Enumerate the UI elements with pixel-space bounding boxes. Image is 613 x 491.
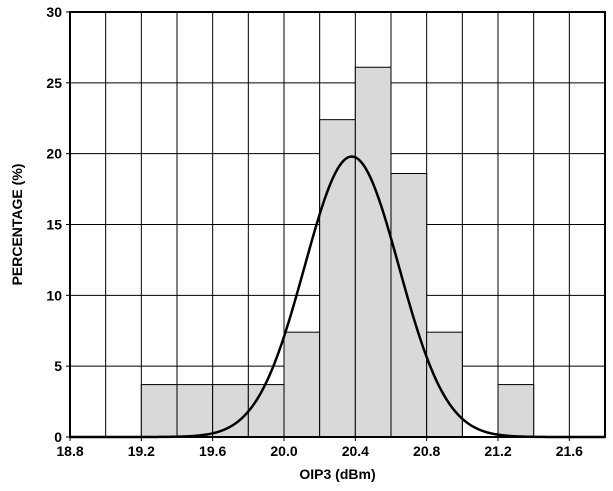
y-axis-tick-labels: 0 5 10 15 20 25 30 <box>46 4 70 445</box>
x-tick-label: 20.4 <box>342 443 369 459</box>
x-axis-title: OIP3 (dBm) <box>299 466 375 482</box>
histogram-bar <box>319 119 356 438</box>
x-tick-label: 20.8 <box>413 443 440 459</box>
x-tick-label: 18.8 <box>56 443 83 459</box>
x-tick-label: 19.6 <box>199 443 226 459</box>
y-tick-label: 25 <box>46 75 62 91</box>
y-axis-title: PERCENTAGE (%) <box>9 164 25 286</box>
y-tick-label: 20 <box>46 146 62 162</box>
histogram-bar <box>176 384 214 438</box>
y-tick-label: 0 <box>54 429 62 445</box>
y-tick-label: 10 <box>46 287 62 303</box>
x-tick-label: 20.0 <box>270 443 297 459</box>
histogram-bar <box>140 384 178 438</box>
histogram-bar <box>426 331 463 438</box>
y-tick-label: 5 <box>54 358 62 374</box>
x-axis-tick-labels: 18.8 19.2 19.6 20.0 20.4 20.8 21.2 21.6 <box>56 437 583 459</box>
x-tick-label: 21.6 <box>556 443 583 459</box>
histogram-bar <box>497 384 535 438</box>
y-tick-label: 15 <box>46 217 62 233</box>
histogram-bar <box>247 384 285 438</box>
histogram-bar <box>212 384 249 438</box>
y-tick-label: 30 <box>46 4 62 20</box>
x-tick-label: 19.2 <box>128 443 155 459</box>
histogram-bars <box>140 66 535 438</box>
histogram-bar <box>283 331 321 438</box>
histogram-bar <box>354 66 392 438</box>
x-tick-label: 21.2 <box>484 443 511 459</box>
